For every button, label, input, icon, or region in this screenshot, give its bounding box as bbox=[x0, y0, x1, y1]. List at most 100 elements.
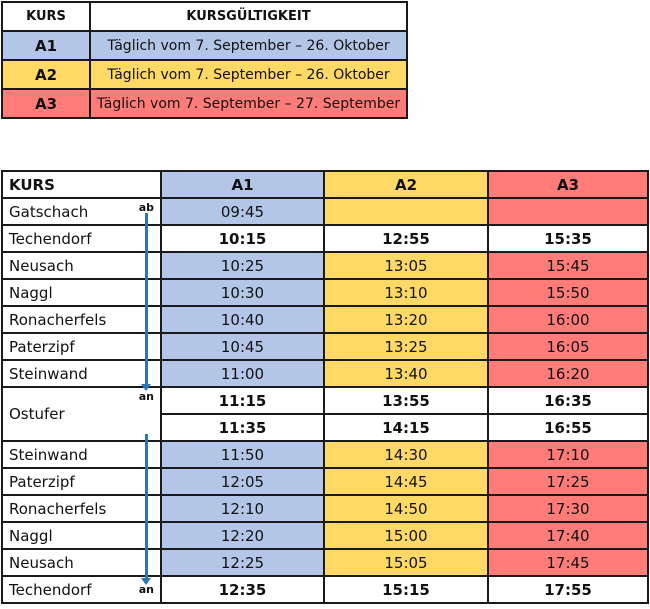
time-cell-a3 bbox=[487, 197, 649, 226]
legend-validity: Täglich vom 7. September – 26. Oktober bbox=[89, 30, 408, 61]
stop-name: Techendorf an bbox=[1, 575, 162, 604]
timetable-row: Naggl 12:20 15:00 17:40 bbox=[1, 521, 649, 550]
legend-kurs: A3 bbox=[1, 88, 91, 119]
stop-label: Steinwand bbox=[9, 364, 88, 383]
time-cell-a3: 16:55 bbox=[487, 413, 649, 442]
time-cell-a2: 13:20 bbox=[323, 305, 489, 334]
stop-name: Ostufer an bbox=[1, 386, 162, 442]
time-cell-a1: 11:15 bbox=[160, 386, 325, 415]
timetable-row: Gatschach ab 09:45 bbox=[1, 197, 649, 226]
header-a1: A1 bbox=[160, 170, 325, 199]
timetable-row: Paterzipf 12:05 14:45 17:25 bbox=[1, 467, 649, 496]
stop-label: Neusach bbox=[9, 553, 74, 572]
stop-name: Paterzipf bbox=[1, 332, 162, 361]
timetable-row: Neusach 12:25 15:05 17:45 bbox=[1, 548, 649, 577]
stop-label: Naggl bbox=[9, 283, 53, 302]
time-cell-a3: 16:20 bbox=[487, 359, 649, 388]
time-cell-a3: 17:30 bbox=[487, 494, 649, 523]
time-cell-a2: 12:55 bbox=[323, 224, 489, 253]
legend-header-kurs: KURS bbox=[1, 1, 91, 32]
time-cell-a1: 09:45 bbox=[160, 197, 325, 226]
stop-label: Ronacherfels bbox=[9, 499, 107, 518]
stop-label: Gatschach bbox=[9, 202, 89, 221]
time-cell-a2: 13:05 bbox=[323, 251, 489, 280]
time-cell-a3: 16:35 bbox=[487, 386, 649, 415]
time-cell-a3: 15:50 bbox=[487, 278, 649, 307]
arrival-departure-tag: an bbox=[138, 583, 154, 596]
stop-name: Techendorf bbox=[1, 224, 162, 253]
arrival-departure-tag: an bbox=[138, 390, 154, 403]
stop-name: Paterzipf bbox=[1, 467, 162, 496]
time-cell-a2: 13:25 bbox=[323, 332, 489, 361]
time-cell-a2: 13:55 bbox=[323, 386, 489, 415]
time-cell-a3: 17:45 bbox=[487, 548, 649, 577]
time-cell-a3: 16:00 bbox=[487, 305, 649, 334]
timetable-row: Paterzipf 10:45 13:25 16:05 bbox=[1, 332, 649, 361]
stop-name: Neusach bbox=[1, 548, 162, 577]
stop-name: Naggl bbox=[1, 521, 162, 550]
time-cell-a1: 10:40 bbox=[160, 305, 325, 334]
timetable-row: Ronacherfels 12:10 14:50 17:30 bbox=[1, 494, 649, 523]
stop-label: Ostufer bbox=[9, 405, 65, 423]
time-cell-a2: 14:15 bbox=[323, 413, 489, 442]
time-cell-a2: 15:00 bbox=[323, 521, 489, 550]
time-cell-a1: 10:15 bbox=[160, 224, 325, 253]
time-cell-a3: 17:10 bbox=[487, 440, 649, 469]
time-cell-a2: 14:30 bbox=[323, 440, 489, 469]
timetable-row: Ostufer an 11:15 13:55 16:35 bbox=[1, 386, 649, 442]
time-cell-a3: 17:55 bbox=[487, 575, 649, 604]
stop-name: Neusach bbox=[1, 251, 162, 280]
header-kurs: KURS bbox=[1, 170, 162, 199]
timetable-row: Naggl 10:30 13:10 15:50 bbox=[1, 278, 649, 307]
time-cell-a2: 15:05 bbox=[323, 548, 489, 577]
time-cell-a2: 14:50 bbox=[323, 494, 489, 523]
stop-label: Techendorf bbox=[9, 229, 92, 248]
timetable-row: Steinwand 11:00 13:40 16:20 bbox=[1, 359, 649, 388]
stop-name: Steinwand bbox=[1, 359, 162, 388]
time-cell-a1: 12:05 bbox=[160, 467, 325, 496]
stop-label: Techendorf bbox=[9, 580, 92, 599]
time-cell-a3: 17:25 bbox=[487, 467, 649, 496]
time-cell-a1: 10:45 bbox=[160, 332, 325, 361]
direction-arrow-return bbox=[141, 434, 151, 585]
timetable-row: Techendorf 10:15 12:55 15:35 bbox=[1, 224, 649, 253]
stop-name: Ronacherfels bbox=[1, 494, 162, 523]
stop-label: Naggl bbox=[9, 526, 53, 545]
legend-kurs: A2 bbox=[1, 59, 91, 90]
timetable-row: Steinwand 11:50 14:30 17:10 bbox=[1, 440, 649, 469]
time-cell-a2 bbox=[323, 197, 489, 226]
stop-name: Steinwand bbox=[1, 440, 162, 469]
time-cell-a3: 16:05 bbox=[487, 332, 649, 361]
time-cell-a1: 12:20 bbox=[160, 521, 325, 550]
time-cell-a3: 15:35 bbox=[487, 224, 649, 253]
stop-name: Gatschach ab bbox=[1, 197, 162, 226]
stop-label: Steinwand bbox=[9, 445, 88, 464]
time-cell-a1: 11:35 bbox=[160, 413, 325, 442]
arrival-departure-tag: ab bbox=[138, 201, 154, 214]
stop-label: Paterzipf bbox=[9, 472, 75, 491]
legend-header-validity: KURSGÜLTIGKEIT bbox=[89, 1, 408, 32]
timetable-row: Ronacherfels 10:40 13:20 16:00 bbox=[1, 305, 649, 334]
time-cell-a1: 11:00 bbox=[160, 359, 325, 388]
time-cell-a2: 14:45 bbox=[323, 467, 489, 496]
direction-arrow-outbound bbox=[141, 213, 151, 391]
time-cell-a1: 12:25 bbox=[160, 548, 325, 577]
time-cell-a3: 17:40 bbox=[487, 521, 649, 550]
time-cell-a2: 15:15 bbox=[323, 575, 489, 604]
timetable-row: Neusach 10:25 13:05 15:45 bbox=[1, 251, 649, 280]
stop-name: Ronacherfels bbox=[1, 305, 162, 334]
time-cell-a3: 15:45 bbox=[487, 251, 649, 280]
time-cell-a1: 10:30 bbox=[160, 278, 325, 307]
time-cell-a1: 12:35 bbox=[160, 575, 325, 604]
time-cell-a1: 10:25 bbox=[160, 251, 325, 280]
time-cell-a2: 13:10 bbox=[323, 278, 489, 307]
time-cell-a2: 13:40 bbox=[323, 359, 489, 388]
stop-label: Paterzipf bbox=[9, 337, 75, 356]
stop-label: Ronacherfels bbox=[9, 310, 107, 329]
legend-validity: Täglich vom 7. September – 26. Oktober bbox=[89, 59, 408, 90]
timetable-row: 11:35 14:15 16:55 bbox=[2, 413, 649, 442]
legend-validity: Täglich vom 7. September – 27. September bbox=[89, 88, 408, 119]
timetable: KURS A1 A2 A3 Gatschach ab 09:45 Techendorf… bbox=[1, 170, 649, 604]
validity-legend-table: KURS KURSGÜLTIGKEIT A1 Täglich vom 7. Sept… bbox=[1, 1, 408, 119]
time-cell-a1: 12:10 bbox=[160, 494, 325, 523]
